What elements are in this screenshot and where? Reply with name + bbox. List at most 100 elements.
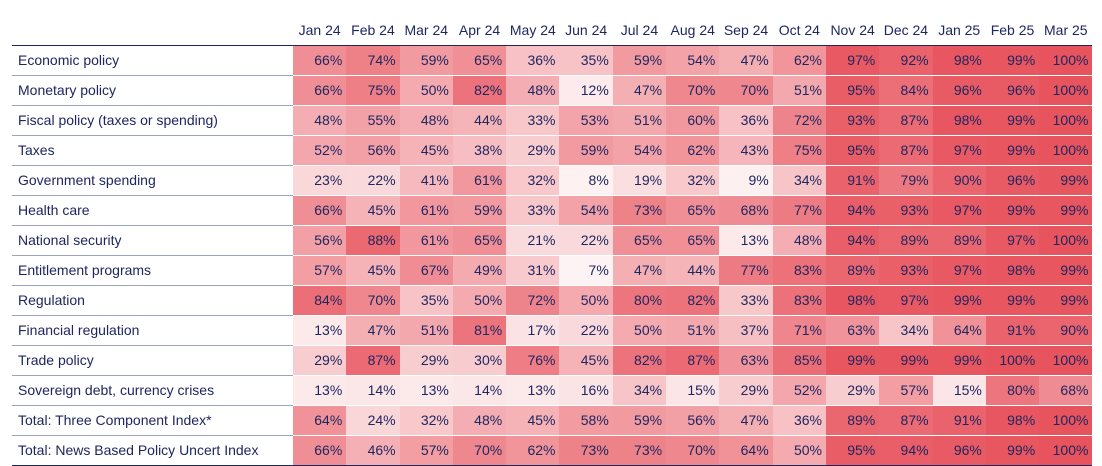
heat-cell: 15% [666, 375, 720, 406]
heat-cell: 100% [985, 345, 1040, 376]
heat-cell: 99% [825, 345, 880, 376]
heat-cell: 87% [879, 405, 933, 436]
heat-cell: 96% [985, 165, 1040, 196]
heat-cell: 55% [346, 105, 400, 136]
heat-cell: 98% [985, 255, 1040, 286]
heat-cell: 47% [612, 75, 667, 106]
heat-cell: 14% [346, 375, 400, 406]
heat-cell: 70% [719, 75, 773, 106]
heat-cell: 44% [452, 105, 507, 136]
heat-cell: 99% [1039, 255, 1093, 286]
table-row: Monetary policy 66% 75% 50% 82% 48% 12% 47% 70% 7… [12, 75, 1093, 106]
column-header: Jun 24 [559, 16, 613, 46]
table-row: Economic policy 66% 74% 59% 65% 36% 35% 59% 54% 4… [12, 45, 1093, 76]
table-row: Health care 66% 45% 61% 59% 33% 54% 73% 65% 68% 77… [12, 195, 1093, 226]
heat-cell: 63% [719, 345, 773, 376]
row-label: National security [12, 225, 293, 256]
row-label: Health care [12, 195, 293, 226]
table-row: Fiscal policy (taxes or spending) 48% 55% 4… [12, 105, 1093, 136]
column-header: Oct 24 [772, 16, 826, 46]
heat-cell: 64% [719, 435, 773, 466]
heat-cell: 99% [1039, 285, 1093, 316]
heat-cell: 16% [559, 375, 613, 406]
heat-cell: 22% [346, 165, 400, 196]
row-label: Economic policy [12, 45, 293, 76]
heat-cell: 99% [879, 345, 933, 376]
heat-cell: 83% [772, 255, 826, 286]
heat-cell: 51% [666, 315, 720, 346]
heat-cell: 46% [346, 435, 400, 466]
column-header: Aug 24 [666, 16, 720, 46]
heat-cell: 66% [293, 45, 347, 76]
heat-cell: 48% [293, 105, 347, 136]
heat-cell: 51% [399, 315, 453, 346]
heat-cell: 44% [666, 255, 720, 286]
heat-cell: 91% [985, 315, 1040, 346]
heat-cell: 65% [612, 225, 667, 256]
heat-cell: 48% [506, 75, 560, 106]
heat-cell: 35% [399, 285, 453, 316]
heat-cell: 8% [559, 165, 613, 196]
heat-cell: 47% [719, 45, 773, 76]
heat-cell: 49% [452, 255, 507, 286]
heat-cell: 57% [879, 375, 933, 406]
heat-cell: 87% [666, 345, 720, 376]
heat-cell: 88% [346, 225, 400, 256]
header-row: Jan 24 Feb 24 Mar 24 Apr 24 May 24 Jun 24 Jul … [12, 16, 1093, 46]
heat-cell: 99% [985, 135, 1040, 166]
heat-cell: 47% [719, 405, 773, 436]
column-header: Apr 24 [452, 16, 507, 46]
heat-cell: 13% [293, 375, 347, 406]
table-row: Taxes 52% 56% 45% 38% 29% 59% 54% 62% 43% 75% 95% 87… [12, 135, 1093, 166]
row-label: Monetary policy [12, 75, 293, 106]
table-row: Government spending 23% 22% 41% 61% 32% 8% 19% 3… [12, 165, 1093, 196]
heat-cell: 82% [612, 345, 667, 376]
heat-cell: 64% [293, 405, 347, 436]
heat-cell: 9% [719, 165, 773, 196]
heat-cell: 100% [1039, 345, 1093, 376]
heat-cell: 87% [879, 135, 933, 166]
heat-cell: 89% [932, 225, 986, 256]
heat-cell: 64% [932, 315, 986, 346]
heat-cell: 90% [1039, 315, 1093, 346]
heat-cell: 54% [666, 45, 720, 76]
heat-cell: 31% [506, 255, 560, 286]
heat-cell: 45% [399, 135, 453, 166]
heat-cell: 29% [293, 345, 347, 376]
heat-cell: 100% [1039, 135, 1093, 166]
heat-cell: 100% [1039, 435, 1093, 466]
heat-cell: 70% [666, 435, 720, 466]
heat-cell: 59% [399, 45, 453, 76]
heat-cell: 66% [293, 435, 347, 466]
heat-cell: 58% [559, 405, 613, 436]
heat-cell: 57% [293, 255, 347, 286]
heat-cell: 51% [612, 105, 667, 136]
row-label: Taxes [12, 135, 293, 166]
heat-cell: 21% [506, 225, 560, 256]
column-header: Nov 24 [825, 16, 880, 46]
heat-cell: 94% [879, 435, 933, 466]
heat-cell: 59% [612, 405, 667, 436]
heat-cell: 45% [506, 405, 560, 436]
heat-cell: 73% [612, 435, 667, 466]
heat-cell: 96% [985, 75, 1040, 106]
heat-cell: 60% [666, 105, 720, 136]
heat-cell: 73% [612, 195, 667, 226]
heat-cell: 32% [506, 165, 560, 196]
heat-cell: 7% [559, 255, 613, 286]
heat-cell: 61% [399, 195, 453, 226]
heat-cell: 29% [399, 345, 453, 376]
heat-cell: 71% [772, 315, 826, 346]
heat-cell: 99% [985, 435, 1040, 466]
heat-cell: 34% [772, 165, 826, 196]
heat-cell: 99% [1039, 165, 1093, 196]
heat-cell: 99% [985, 195, 1040, 226]
row-label: Financial regulation [12, 315, 293, 346]
heat-cell: 98% [932, 45, 986, 76]
heat-cell: 95% [825, 135, 880, 166]
heat-cell: 80% [985, 375, 1040, 406]
heat-cell: 54% [612, 135, 667, 166]
heat-cell: 77% [772, 195, 826, 226]
column-header: Sep 24 [719, 16, 773, 46]
heat-cell: 82% [452, 75, 507, 106]
